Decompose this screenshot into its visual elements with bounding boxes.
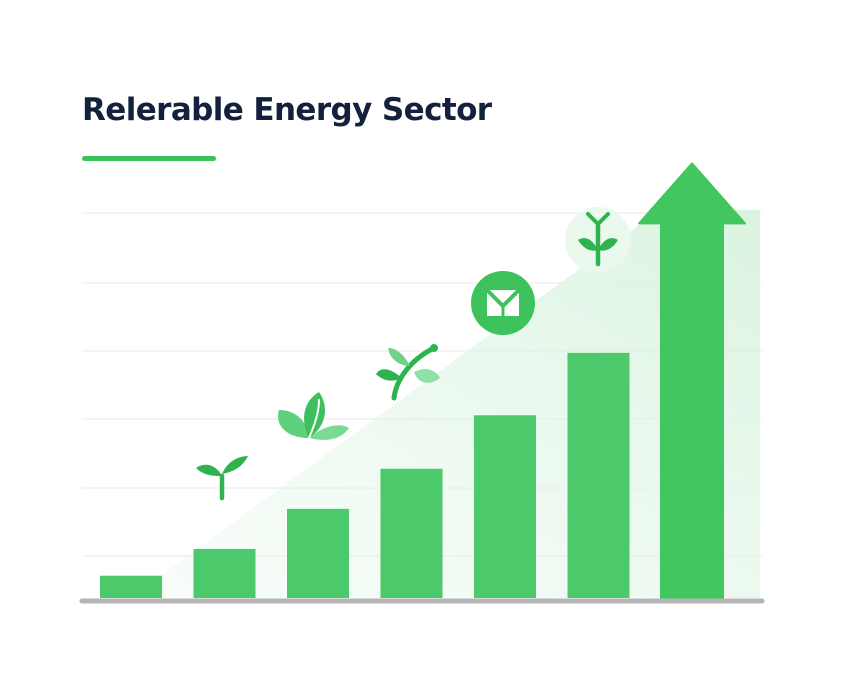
bar [193, 548, 256, 598]
chart-title: Relerable Energy Sector [82, 92, 492, 128]
energy-badge-icon [471, 271, 535, 335]
sprout-badge-icon [565, 207, 631, 273]
bar [100, 575, 162, 598]
bar [380, 468, 443, 598]
growth-arrow-bar [638, 162, 746, 599]
bars [100, 162, 746, 599]
title-underline [82, 156, 216, 161]
bar [567, 352, 630, 598]
leaf-branch-icon [376, 344, 440, 401]
sprout-icon [196, 456, 248, 501]
bar [287, 508, 349, 598]
leaves-icon [278, 392, 349, 440]
bar [474, 415, 536, 598]
